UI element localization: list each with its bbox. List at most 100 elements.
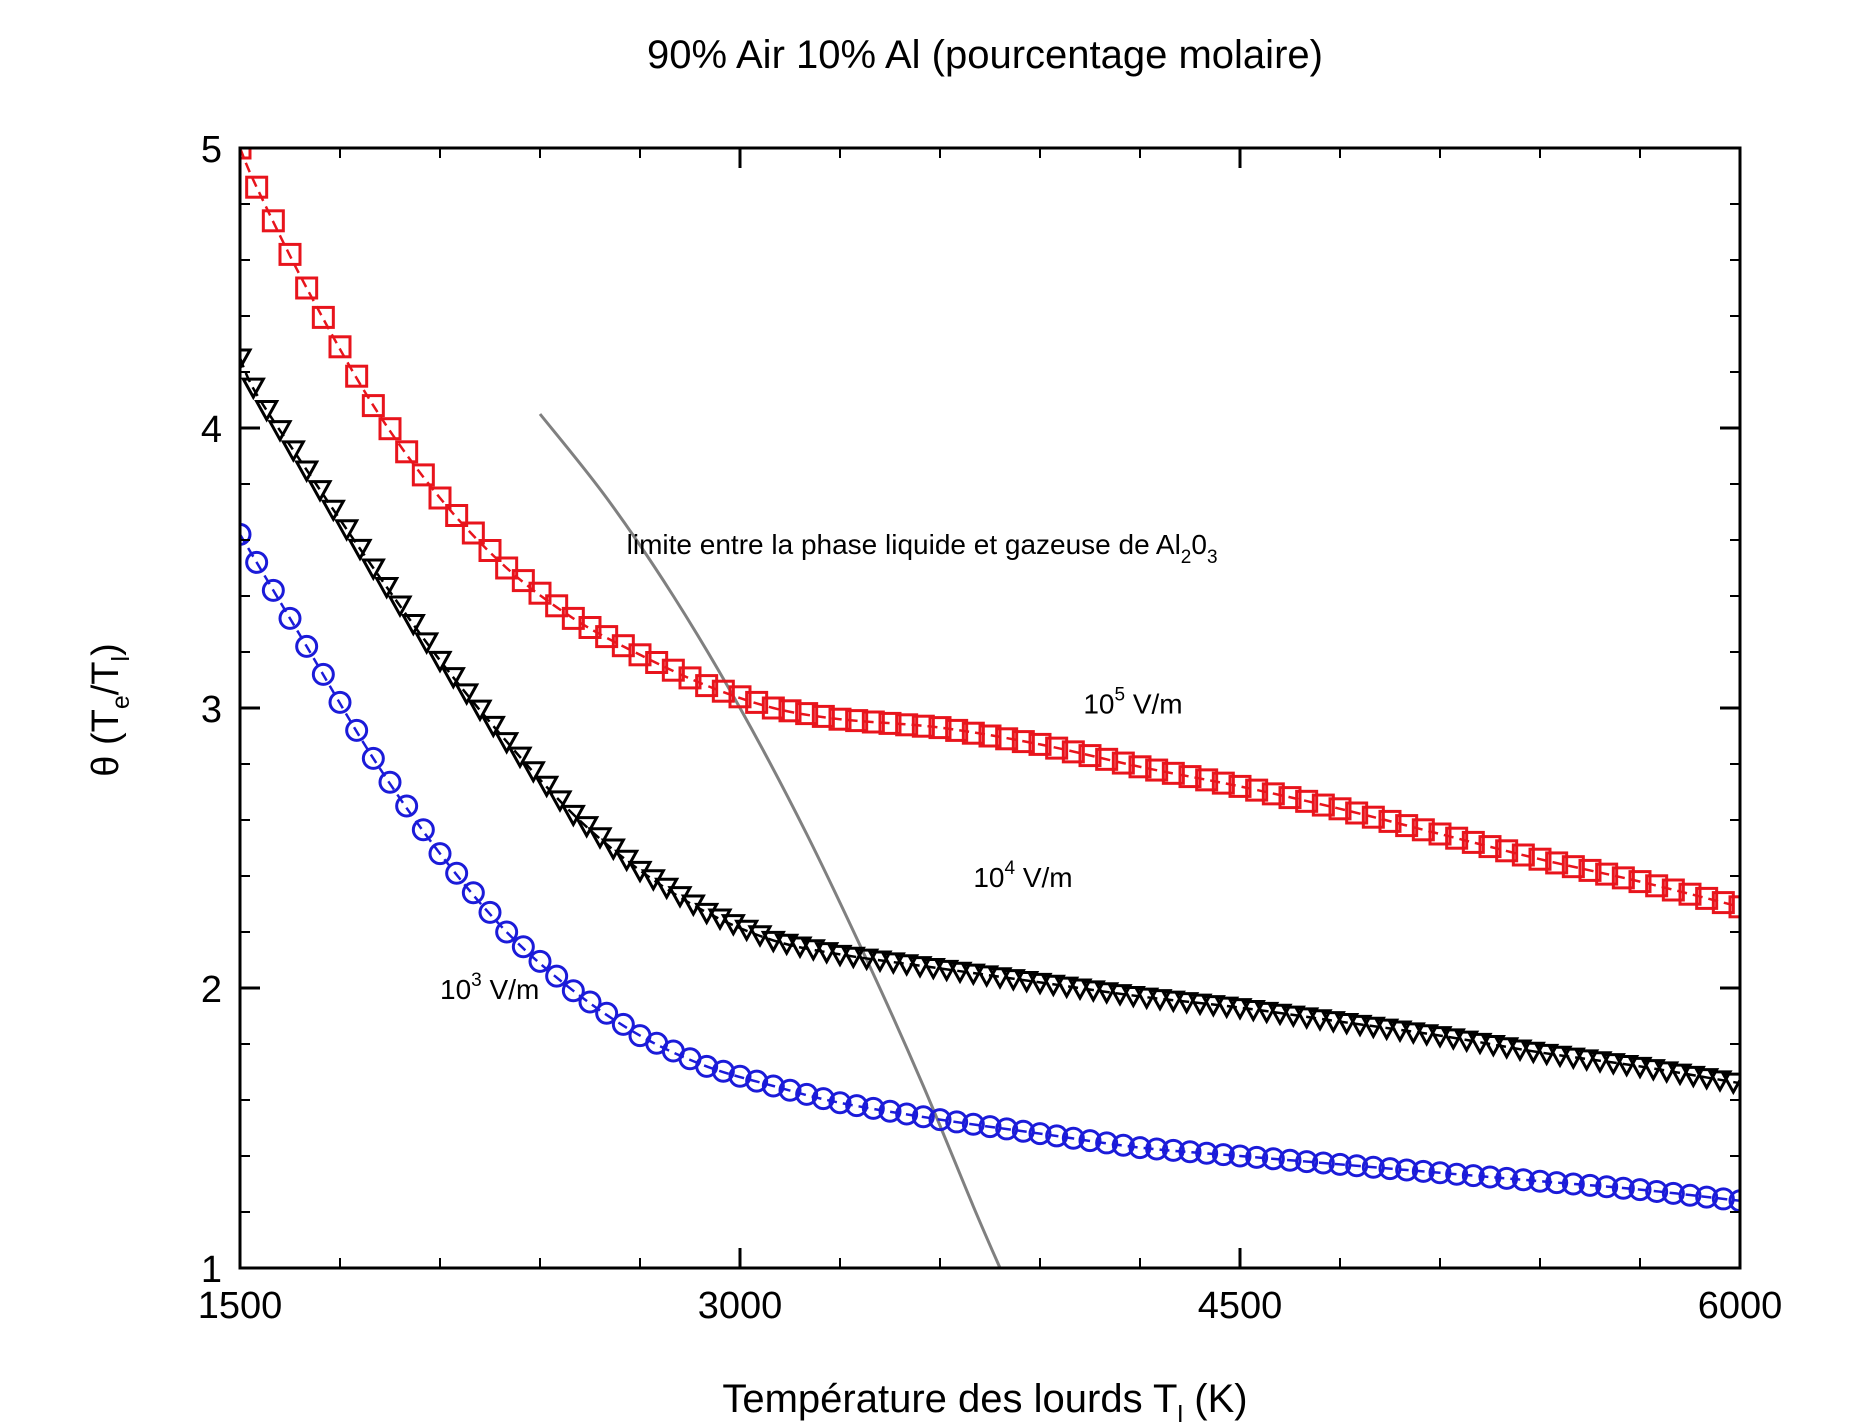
data-point-triangle <box>1254 1001 1280 1025</box>
data-point-triangle <box>574 816 600 839</box>
data-point-triangle <box>427 650 453 674</box>
data-point-triangle <box>614 849 640 873</box>
data-point-circle <box>240 522 252 546</box>
data-point-triangle <box>267 420 293 443</box>
data-point-circle <box>245 550 269 574</box>
annotation-field-1e4: 104 V/m <box>973 858 1072 893</box>
data-point-square <box>678 666 702 690</box>
data-point-triangle <box>1014 971 1040 994</box>
chart-title: 90% Air 10% Al (pourcentage molaire) <box>647 33 1323 77</box>
x-axis-label-unit: (K) <box>1183 1377 1247 1421</box>
phase-limit-layer <box>538 413 1002 1268</box>
data-point-square <box>811 704 835 728</box>
data-point-square <box>1378 809 1402 833</box>
data-point-triangle <box>1187 993 1213 1017</box>
data-point-circle <box>728 1064 752 1088</box>
annotation-field-1e3-base: 10 <box>440 974 471 1005</box>
data-point-circle <box>895 1102 919 1126</box>
data-point-square <box>961 721 985 745</box>
data-point-triangle <box>534 775 560 799</box>
data-point-triangle <box>294 460 320 484</box>
series-circle <box>240 522 1740 1213</box>
data-point-triangle <box>520 761 546 784</box>
data-point-triangle <box>760 930 786 954</box>
data-point-triangle <box>907 956 933 979</box>
data-point-square <box>1461 830 1485 854</box>
data-point-circle <box>461 881 485 905</box>
data-point-square <box>845 709 869 733</box>
data-point-triangle <box>1334 1013 1360 1036</box>
data-point-triangle <box>1547 1045 1573 1069</box>
data-point-circle <box>1145 1137 1169 1161</box>
data-point-square <box>311 305 335 329</box>
data-point-triangle <box>934 959 960 983</box>
data-point-square <box>1011 730 1035 754</box>
data-point-triangle <box>1027 972 1053 996</box>
data-point-square <box>711 679 735 703</box>
data-point-square <box>1211 771 1235 795</box>
data-point-triangle <box>920 957 946 981</box>
data-point-square <box>528 581 552 605</box>
series-layer <box>240 148 1740 1213</box>
data-point-triangle <box>387 595 413 619</box>
data-point-circle <box>961 1112 985 1136</box>
data-point-square <box>445 504 469 527</box>
data-point-triangle <box>1080 980 1106 1003</box>
data-point-square <box>1428 822 1452 846</box>
annotation-field-1e3-exp: 3 <box>471 970 482 991</box>
data-point-square <box>995 727 1019 751</box>
data-point-triangle <box>1707 1070 1733 1093</box>
data-point-triangle <box>1120 985 1146 1009</box>
data-point-triangle <box>280 440 306 463</box>
data-point-circle <box>411 818 435 842</box>
data-point-triangle <box>334 519 360 542</box>
data-point-circle <box>1028 1122 1052 1146</box>
data-point-square <box>911 714 935 738</box>
data-point-triangle <box>307 480 333 503</box>
data-point-triangle <box>1040 974 1066 998</box>
data-point-square <box>1511 843 1535 867</box>
data-point-triangle <box>974 965 1000 989</box>
data-point-square <box>378 417 402 441</box>
data-point-circle <box>778 1078 802 1102</box>
annotation-phase-limit-text: limite entre la phase liquide et gazeuse… <box>627 529 1181 560</box>
data-point-triangle <box>1520 1041 1546 1065</box>
data-point-triangle <box>827 944 853 968</box>
data-point-circle <box>1095 1131 1119 1155</box>
data-point-square <box>1061 740 1085 764</box>
data-point-triangle <box>1574 1049 1600 1073</box>
y-axis-theta: θ <box>85 756 127 777</box>
data-point-circle <box>1595 1175 1619 1199</box>
data-point-square <box>461 521 485 545</box>
y-tick-label: 1 <box>201 1249 222 1291</box>
data-point-circle <box>711 1059 735 1083</box>
data-point-triangle <box>720 914 746 937</box>
data-point-circle <box>445 861 469 885</box>
data-point-square <box>761 696 785 720</box>
data-point-circle <box>1295 1150 1319 1174</box>
data-point-square <box>1728 895 1740 919</box>
data-point-triangle <box>1600 1053 1626 1076</box>
annotation-phase-limit-zero: 0 <box>1191 529 1207 560</box>
y-axis-label-close: ) <box>85 643 127 656</box>
data-point-triangle <box>707 908 733 932</box>
data-point-square <box>411 463 435 487</box>
data-point-square <box>278 242 302 266</box>
data-point-triangle <box>480 715 506 739</box>
data-point-square <box>1628 870 1652 894</box>
data-point-triangle <box>1347 1014 1373 1038</box>
data-point-square <box>1178 765 1202 789</box>
x-axis-label-main: Température des lourds T <box>722 1377 1177 1421</box>
annotation-field-1e5-base: 10 <box>1083 689 1114 720</box>
data-point-square <box>395 440 419 464</box>
annotation-phase-limit: limite entre la phase liquide et gazeuse… <box>627 529 1218 568</box>
data-point-triangle <box>494 732 520 755</box>
data-point-triangle <box>1374 1018 1400 1042</box>
data-point-triangle <box>1320 1011 1346 1034</box>
data-point-circle <box>295 634 319 658</box>
data-point-circle <box>1328 1152 1352 1176</box>
data-point-circle <box>578 990 602 1014</box>
data-point-triangle <box>600 838 626 862</box>
data-point-triangle <box>254 400 280 423</box>
data-point-triangle <box>1280 1005 1306 1029</box>
